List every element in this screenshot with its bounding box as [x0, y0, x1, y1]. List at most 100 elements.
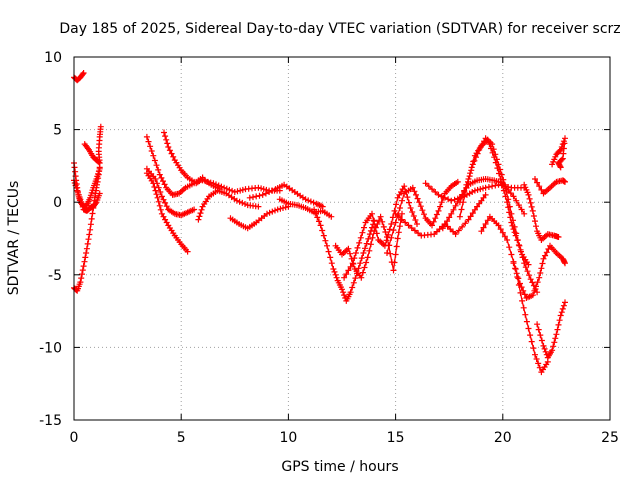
- data-point: [351, 255, 358, 262]
- data-point: [484, 217, 491, 224]
- data-point: [215, 182, 222, 189]
- x-tick-label: 10: [279, 430, 297, 446]
- data-point: [363, 259, 370, 266]
- data-point: [536, 364, 543, 371]
- data-point: [462, 220, 469, 227]
- data-point: [205, 178, 211, 185]
- data-point: [155, 198, 162, 205]
- data-point: [560, 150, 567, 157]
- data-point: [508, 251, 515, 258]
- data-point: [152, 187, 159, 194]
- data-point: [356, 239, 363, 246]
- data-point: [246, 194, 253, 201]
- data-point: [526, 195, 533, 202]
- data-point: [384, 250, 390, 256]
- data-point: [553, 331, 560, 338]
- data-point: [262, 190, 269, 197]
- data-point: [87, 221, 94, 228]
- data-point: [83, 250, 90, 256]
- data-point: [555, 321, 562, 328]
- data-point: [432, 189, 439, 195]
- data-point: [158, 193, 165, 200]
- data-point: [467, 170, 474, 177]
- data-point: [382, 229, 389, 235]
- data-point: [537, 332, 544, 339]
- data-point: [491, 154, 498, 161]
- data-point: [444, 218, 451, 225]
- data-point: [191, 206, 198, 213]
- data-point: [512, 265, 519, 272]
- data-point: [492, 182, 499, 189]
- grid: [74, 57, 610, 420]
- data-point: [465, 216, 472, 223]
- data-point: [164, 140, 171, 147]
- data-point: [535, 326, 542, 333]
- data-point: [236, 198, 243, 205]
- data-point: [280, 205, 286, 211]
- data-point: [541, 345, 548, 352]
- data-point: [419, 207, 426, 214]
- data-point: [234, 188, 241, 195]
- data-point: [549, 347, 556, 354]
- data-point: [79, 71, 86, 78]
- data-point: [239, 199, 246, 206]
- data-point: [78, 275, 85, 282]
- data-point: [274, 206, 281, 213]
- data-point: [441, 194, 448, 201]
- data-point: [392, 219, 399, 226]
- data-point: [486, 141, 493, 148]
- data-point: [430, 218, 437, 225]
- series-arc-28: [549, 135, 568, 171]
- data-point: [429, 222, 435, 229]
- data-point: [347, 289, 354, 296]
- data-point: [260, 186, 267, 193]
- data-point: [458, 206, 465, 213]
- data-point: [396, 223, 403, 230]
- data-point: [389, 214, 396, 221]
- data-point: [158, 174, 165, 181]
- plot-frame: [73, 56, 611, 421]
- data-point: [391, 207, 398, 214]
- data-point: [88, 215, 95, 222]
- data-point: [163, 136, 170, 143]
- y-tick-label: -5: [48, 268, 62, 284]
- data-point: [231, 189, 238, 195]
- data-point: [319, 227, 326, 234]
- data-point: [366, 231, 373, 238]
- data-point: [269, 208, 276, 215]
- series-arc-5: [81, 123, 104, 166]
- data-point: [505, 204, 512, 211]
- data-point: [354, 244, 361, 251]
- data-point: [478, 228, 485, 235]
- data-point: [528, 338, 535, 345]
- data-point: [410, 213, 417, 219]
- data-point: [376, 217, 382, 224]
- data-point: [379, 218, 386, 225]
- data-point: [388, 234, 395, 241]
- data-point: [485, 184, 492, 190]
- series-arc-10: [195, 187, 262, 223]
- data-point: [387, 250, 394, 257]
- data-point: [357, 260, 364, 267]
- data-point: [521, 260, 528, 267]
- data-point: [499, 229, 506, 236]
- data-point: [259, 191, 266, 198]
- data-point: [390, 267, 397, 274]
- data-point: [510, 260, 517, 267]
- data-point: [562, 260, 568, 267]
- data-point: [233, 197, 240, 204]
- data-point: [311, 206, 318, 213]
- data-point: [386, 226, 393, 233]
- data-point: [542, 252, 549, 259]
- data-point: [218, 183, 225, 190]
- data-point: [195, 216, 202, 223]
- data-point: [325, 248, 332, 255]
- data-point: [515, 242, 522, 248]
- data-point: [532, 218, 538, 225]
- data-point: [341, 292, 348, 299]
- y-tick-label: 0: [53, 195, 62, 211]
- data-point: [157, 189, 164, 195]
- data-point: [392, 251, 399, 258]
- data-point: [361, 224, 367, 231]
